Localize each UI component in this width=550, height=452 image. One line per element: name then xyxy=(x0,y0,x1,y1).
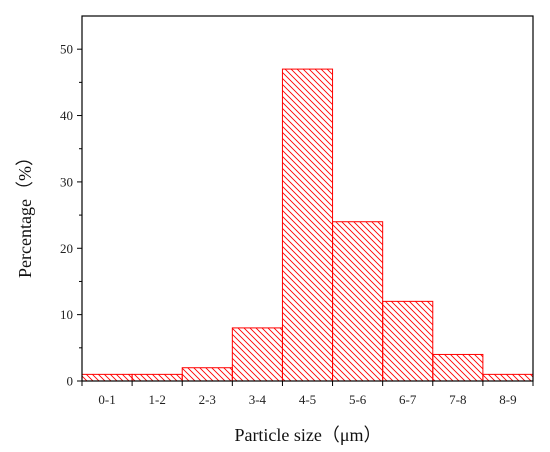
x-tick-label: 1-2 xyxy=(148,392,165,407)
axes-group xyxy=(81,15,534,382)
x-tick-label: 2-3 xyxy=(199,392,216,407)
y-tick-label: 10 xyxy=(60,307,73,322)
bar-7-8 xyxy=(432,353,484,382)
x-tick-label: 8-9 xyxy=(499,392,516,407)
bar-2-3 xyxy=(181,367,233,382)
plot-frame xyxy=(81,15,534,382)
y-tick-label: 30 xyxy=(60,174,73,189)
x-tick-label: 6-7 xyxy=(399,392,417,407)
bar-4-5 xyxy=(281,68,334,382)
bar-6-7 xyxy=(382,300,434,382)
bar-0-1 xyxy=(81,373,133,382)
y-tick-label: 40 xyxy=(60,108,73,123)
bars-group xyxy=(81,68,534,382)
ticks-group: 0 10 20 30 40 50 0-1 1-2 2-3 3-4 4-5 5-6 6-7 7-8 8-9 xyxy=(60,42,534,407)
x-tick-label: 7-8 xyxy=(449,392,466,407)
y-tick-label: 50 xyxy=(60,42,73,57)
x-tick-label: 4-5 xyxy=(299,392,316,407)
y-tick-label: 0 xyxy=(67,374,74,389)
y-axis-title: Percentage（%） xyxy=(15,148,35,278)
x-tick-label: 3-4 xyxy=(249,392,267,407)
x-tick-label: 5-6 xyxy=(349,392,367,407)
y-tick-label: 20 xyxy=(60,241,73,256)
x-tick-label: 0-1 xyxy=(98,392,115,407)
bar-5-6 xyxy=(332,221,384,382)
x-axis-title: Particle size（μm） xyxy=(234,425,381,445)
bar-1-2 xyxy=(131,373,183,382)
bar-8-9 xyxy=(482,373,534,382)
bar-3-4 xyxy=(231,327,283,382)
